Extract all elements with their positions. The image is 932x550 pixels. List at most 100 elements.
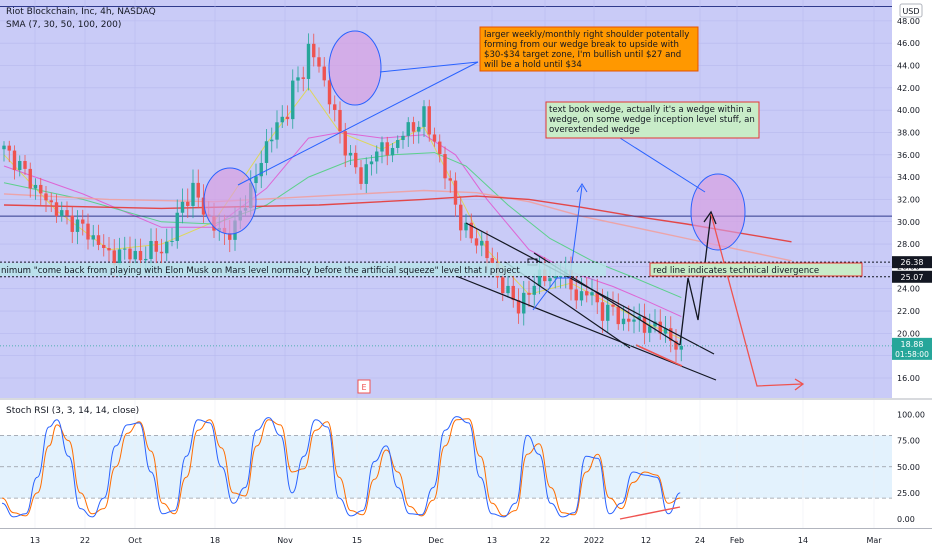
- candle-body: [317, 57, 321, 67]
- drawings: [203, 30, 805, 391]
- projection-path: [532, 185, 583, 311]
- time-tick: Nov: [277, 536, 293, 545]
- candle-body: [81, 219, 85, 224]
- price-tick: 48.00: [897, 17, 920, 26]
- candle-body: [296, 77, 300, 81]
- candle-body: [149, 241, 153, 259]
- candle-body: [516, 300, 521, 314]
- stoch-tick: 0.00: [897, 515, 915, 524]
- candle-body: [406, 122, 410, 136]
- time-tick: 24: [695, 536, 705, 545]
- price-badge: [892, 256, 932, 269]
- candle-body: [191, 182, 195, 206]
- symbol-title[interactable]: Riot Blockchain, Inc, 4h, NASDAQ: [6, 7, 156, 17]
- candle-body: [117, 249, 122, 265]
- candle-body: [453, 180, 458, 205]
- price-badge-text: 25.07: [901, 273, 924, 282]
- highlight-circle: [328, 30, 382, 106]
- green-note-text: text book wedge, actually it's a wedge w…: [549, 105, 755, 135]
- time-tick: 15: [352, 536, 362, 545]
- price-tick: 20.00: [897, 329, 920, 338]
- candle-body: [474, 238, 479, 246]
- candle-body: [44, 193, 48, 201]
- time-tick: Dec: [428, 536, 443, 545]
- candle-body: [138, 250, 143, 261]
- candle-body: [390, 147, 395, 156]
- candle-body: [333, 104, 337, 110]
- stoch-label[interactable]: Stoch RSI (3, 3, 14, 14, close): [6, 406, 139, 416]
- stoch-axis-ticks: 100.00 75.00 50.00 25.00 0.00: [897, 411, 925, 525]
- candle-body: [537, 269, 542, 286]
- candle-body: [275, 122, 279, 140]
- candle-body: [669, 328, 673, 341]
- candle-body: [291, 80, 295, 120]
- candle-body: [648, 326, 652, 333]
- candle-body: [501, 277, 505, 294]
- candle-body: [270, 139, 274, 142]
- time-axis-ticks: 13 22 Oct 18 Nov 15 Dec 13 22 2022 12 24 Feb 14 Mar: [30, 536, 882, 545]
- candle-body: [70, 215, 74, 232]
- candle-body: [338, 109, 342, 132]
- candle-body: [228, 233, 232, 240]
- candle-body: [354, 152, 358, 168]
- divergence-line: [635, 344, 683, 367]
- candle-body: [343, 131, 347, 156]
- price-axis[interactable]: [892, 0, 932, 398]
- candle-body: [201, 197, 206, 215]
- candle-body: [259, 162, 263, 177]
- candle-body: [632, 319, 636, 322]
- pointer-line: [379, 61, 479, 73]
- currency-badge[interactable]: [899, 3, 923, 18]
- band-note[interactable]: nimum "come back from playing with Elon …: [0, 263, 606, 276]
- candle-body: [86, 223, 90, 240]
- countdown-text: 01:58:00: [895, 350, 929, 359]
- candle-body: [459, 204, 463, 231]
- price-tick: 16.00: [897, 374, 920, 383]
- candle-body: [23, 160, 27, 169]
- candle-body: [123, 248, 127, 250]
- stoch-axis[interactable]: [892, 400, 932, 528]
- candle-body: [312, 43, 316, 58]
- candle-body: [396, 140, 400, 148]
- projection-arrowhead: [576, 183, 588, 193]
- candle-body: [165, 241, 169, 254]
- candle-body: [65, 210, 69, 216]
- stoch-tick: 50.00: [897, 463, 920, 472]
- candle-body: [385, 142, 389, 156]
- candle-body: [658, 321, 662, 334]
- candle-body: [553, 276, 557, 279]
- candle-body: [480, 240, 484, 246]
- green-note[interactable]: text book wedge, actually it's a wedge w…: [545, 101, 760, 139]
- candle-body: [401, 135, 405, 141]
- time-tick: 14: [798, 536, 808, 545]
- time-tick: 22: [80, 536, 90, 545]
- price-tick: 36.00: [897, 151, 920, 160]
- candle-body: [33, 184, 38, 189]
- time-tick: 18: [210, 536, 220, 545]
- candle-body: [558, 276, 563, 278]
- orange-note[interactable]: larger weekly/monthly right shoulder pot…: [479, 26, 699, 72]
- price-badge-text: 26.38: [901, 258, 924, 267]
- divergence-note[interactable]: red line indicates technical divergence: [649, 262, 863, 277]
- candle-body: [128, 248, 132, 260]
- earnings-marker[interactable]: E: [357, 379, 371, 394]
- candle-body: [285, 116, 290, 120]
- price-pane-bg[interactable]: [0, 0, 892, 398]
- price-tick: 42.00: [897, 84, 920, 93]
- candle-body: [306, 43, 311, 79]
- pointer-line: [619, 137, 706, 193]
- candle-body: [417, 126, 421, 132]
- candle-body: [102, 244, 106, 249]
- time-tick: 13: [487, 536, 497, 545]
- time-tick: Mar: [866, 536, 882, 545]
- candle-body: [579, 291, 584, 301]
- candle-body: [28, 168, 32, 189]
- time-axis[interactable]: [0, 528, 932, 550]
- sma-legend[interactable]: SMA (7, 30, 50, 100, 200): [6, 20, 121, 30]
- candle-body: [511, 285, 515, 301]
- price-tick: 40.00: [897, 106, 920, 115]
- candle-body: [590, 292, 594, 296]
- pointer-line: [237, 61, 479, 186]
- candle-body: [7, 145, 11, 151]
- candle-body: [621, 318, 626, 325]
